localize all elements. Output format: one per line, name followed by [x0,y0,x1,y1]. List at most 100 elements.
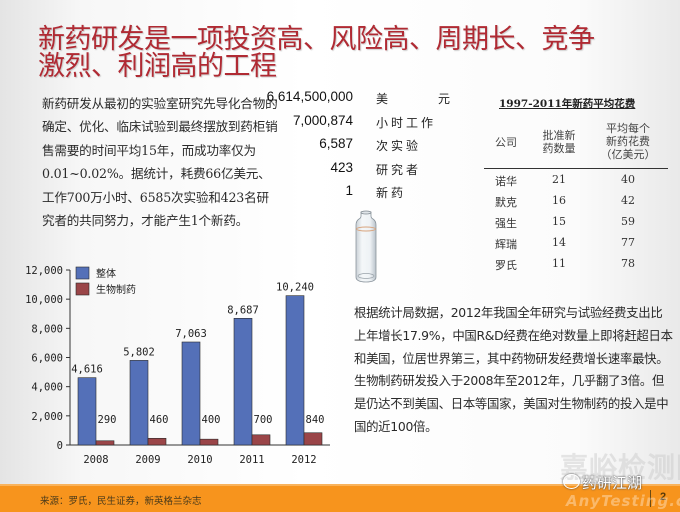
legend-swatch [75,266,90,280]
stat-label: 新药 [376,186,407,200]
header-avg-cost: 平均每个 新药花费 （亿美元） [591,122,665,161]
stat-row: 6,587 次实验 [268,136,468,160]
stat-value: 1 [345,183,353,198]
table-row: 默克 16 42 [487,190,665,211]
cell-approved: 21 [552,173,566,186]
header-approved: 批准新 药数量 [537,129,581,155]
cell-company: 罗氏 [495,259,517,272]
y-tick-label: 10,000 [25,294,63,306]
cell-company: 辉瑞 [495,238,517,251]
footer-bar: 来源：罗氏，民生证券，新英格兰杂志 2 [0,484,680,512]
header-line: 平均每个 [606,122,650,135]
cell-company: 默克 [495,196,517,209]
bar-value-label: 840 [306,414,325,426]
y-tick-label: 2,000 [31,411,63,423]
cell-approved: 15 [552,215,566,228]
y-tick-label: 12,000 [25,265,63,277]
y-tick-label: 8,000 [31,323,63,335]
avg-cost-table: 1997-2011年新药平均花费 公司 批准新 药数量 平均每个 新药花费 （亿… [484,96,668,274]
bar-value-label: 700 [254,414,273,426]
header-line: 药数量 [542,142,576,155]
cell-approved: 16 [552,194,566,207]
y-tick-label: 0 [57,440,63,452]
cell-company: 诺华 [495,175,517,188]
stats-list: 6,614,500,000 美元 7,000,874 小时工作 6,587 次实… [266,89,468,207]
cell-avg-cost: 78 [621,257,635,270]
x-tick-label: 2009 [135,454,160,466]
bar-value-label: 5,802 [123,346,155,358]
bar [251,434,271,446]
bar [303,432,323,446]
stat-value: 6,587 [319,136,353,151]
header-company: 公司 [495,136,517,149]
rd-spending-bar-chart: 0 2,000 4,000 6,000 8,000 10,000 12,000 4,616 29… [25,265,330,466]
table-header: 公司 批准新 药数量 平均每个 新药花费 （亿美元） [487,118,665,168]
stat-label: 小时工作 [376,115,437,130]
bar [181,341,201,446]
table-row: 诺华 21 40 [487,169,665,190]
bar-value-label: 290 [98,414,117,426]
stat-row: 7,000,874 小时工作 [268,113,468,137]
table-row: 强生 15 59 [487,211,665,232]
stat-row: 423 研究者 [268,160,468,184]
cell-avg-cost: 42 [621,194,635,207]
slide-title: 新药研发是一项投资高、风险高、周期长、竞争 激烈、利润高的工程 [38,26,658,80]
intro-paragraph: 新药研发从最初的实验室研究先导化合物的确定、优化、临床试验到最终摆放到药柜销售需… [42,96,278,229]
bar-value-label: 7,063 [175,328,207,340]
bar [199,438,219,446]
legend-label: 整体 [96,267,116,280]
stat-row: 1 新药 [268,183,468,207]
bar [95,440,115,446]
stat-value: 423 [330,159,353,175]
header-line: （亿美元） [600,148,656,161]
y-tick-label: 6,000 [31,353,63,365]
y-tick-label: 4,000 [31,382,63,394]
glass-vial-icon [355,210,377,283]
cell-avg-cost: 77 [621,236,635,249]
legend-swatch [75,282,90,296]
bar-value-label: 400 [202,414,221,426]
bar [129,360,149,446]
bar-value-label: 4,616 [71,364,103,376]
bar [285,295,305,446]
wechat-logo-icon [563,474,580,489]
table-divider [484,168,668,169]
slide-title-line-2: 激烈、利润高的工程 [38,51,277,82]
x-tick-label: 2011 [239,454,264,466]
stat-row: 6,614,500,000 美元 [266,89,468,113]
cell-avg-cost: 59 [621,215,635,228]
stat-value: 7,000,874 [292,112,353,128]
header-line: 新药花费 [606,135,650,148]
legend-label: 生物制药 [96,283,136,296]
table-body: 诺华 21 40 默克 16 42 强生 15 59 辉瑞 14 77 罗氏 1… [487,169,665,274]
footer-divider [650,490,651,507]
stat-label: 次实验 [376,139,422,153]
stat-value: 6,614,500,000 [266,89,353,104]
x-tick-label: 2010 [187,454,212,466]
x-tick-label: 2012 [291,454,316,466]
header-line: 批准新 [542,129,576,142]
bar-value-label: 460 [150,414,169,426]
analysis-paragraph: 根据统计局数据，2012年我国全年研究与试验经费支出比上年增长17.9%，中国R… [354,305,673,434]
watermark-account: 药研江湖 [582,474,643,492]
table-title: 1997-2011年新药平均花费 [499,98,636,110]
stat-label: 美元 [376,92,501,106]
bar [77,377,97,446]
bar-value-label: 10,240 [276,282,314,294]
slide-title-line-1: 新药研发是一项投资高、风险高、周期长、竞争 [38,24,595,55]
bar-value-label: 8,687 [227,304,259,316]
watermark-site-cn: 嘉峪检测网 [560,451,680,484]
cell-approved: 11 [552,257,566,270]
x-tick-label: 2008 [83,454,108,466]
watermark-site-en: AnyTesting.com [566,492,680,510]
bar [233,318,253,446]
stat-label: 研究者 [376,162,422,177]
table-row: 罗氏 11 78 [487,253,665,274]
cell-approved: 14 [552,236,566,249]
bar [147,437,167,446]
cell-avg-cost: 40 [621,173,635,186]
page-number: 2 [660,491,667,503]
footer-source: 来源：罗氏，民生证券，新英格兰杂志 [40,496,202,507]
cell-company: 强生 [495,217,517,230]
table-row: 辉瑞 14 77 [487,232,665,253]
